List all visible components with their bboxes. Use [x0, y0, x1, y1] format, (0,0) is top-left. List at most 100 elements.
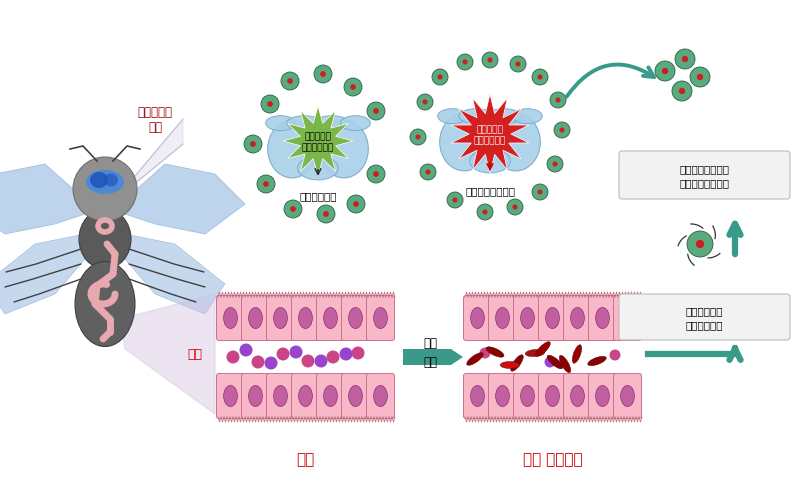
Circle shape: [555, 98, 561, 103]
Circle shape: [553, 162, 558, 167]
Ellipse shape: [314, 117, 350, 131]
FancyBboxPatch shape: [563, 374, 591, 419]
Circle shape: [347, 196, 365, 214]
Ellipse shape: [491, 114, 540, 172]
Circle shape: [373, 109, 379, 115]
Ellipse shape: [249, 308, 262, 329]
Circle shape: [510, 57, 526, 73]
FancyBboxPatch shape: [366, 296, 394, 341]
FancyBboxPatch shape: [217, 296, 245, 341]
Ellipse shape: [500, 362, 520, 369]
Circle shape: [545, 357, 555, 368]
Ellipse shape: [486, 109, 522, 124]
Ellipse shape: [224, 308, 238, 329]
Ellipse shape: [349, 386, 362, 407]
Circle shape: [559, 128, 565, 133]
Circle shape: [662, 69, 668, 75]
Ellipse shape: [324, 308, 338, 329]
Ellipse shape: [526, 350, 545, 357]
Ellipse shape: [79, 209, 131, 269]
Circle shape: [447, 193, 463, 208]
Circle shape: [482, 210, 487, 215]
Circle shape: [538, 75, 542, 81]
Ellipse shape: [570, 308, 584, 329]
Circle shape: [290, 207, 296, 212]
Circle shape: [265, 357, 278, 370]
Circle shape: [420, 164, 436, 181]
Circle shape: [350, 85, 356, 91]
Circle shape: [482, 53, 498, 69]
Circle shape: [250, 142, 256, 147]
Ellipse shape: [596, 386, 610, 407]
Circle shape: [655, 62, 675, 82]
Circle shape: [672, 82, 692, 102]
Circle shape: [326, 351, 339, 364]
Circle shape: [226, 351, 239, 364]
Polygon shape: [283, 107, 353, 177]
FancyBboxPatch shape: [242, 374, 270, 419]
Circle shape: [73, 158, 137, 222]
Ellipse shape: [572, 345, 582, 364]
FancyBboxPatch shape: [242, 296, 270, 341]
Polygon shape: [125, 235, 225, 314]
Circle shape: [267, 102, 273, 108]
FancyBboxPatch shape: [317, 374, 345, 419]
FancyBboxPatch shape: [619, 294, 790, 340]
Ellipse shape: [546, 308, 559, 329]
Polygon shape: [120, 294, 215, 414]
Circle shape: [696, 241, 704, 249]
Ellipse shape: [90, 173, 108, 189]
Ellipse shape: [298, 308, 312, 329]
Circle shape: [513, 205, 518, 210]
Ellipse shape: [513, 109, 542, 124]
Ellipse shape: [266, 117, 295, 131]
Circle shape: [417, 95, 433, 111]
Ellipse shape: [319, 121, 368, 179]
Polygon shape: [110, 120, 183, 204]
Circle shape: [462, 61, 467, 65]
Circle shape: [675, 50, 695, 70]
Ellipse shape: [510, 355, 523, 371]
Circle shape: [515, 62, 521, 67]
Ellipse shape: [547, 355, 563, 369]
FancyBboxPatch shape: [342, 296, 370, 341]
FancyBboxPatch shape: [463, 374, 491, 419]
Ellipse shape: [324, 386, 338, 407]
Circle shape: [532, 70, 548, 86]
Circle shape: [251, 356, 265, 369]
Circle shape: [477, 204, 493, 221]
Circle shape: [554, 123, 570, 139]
Circle shape: [538, 190, 542, 195]
Circle shape: [344, 79, 362, 97]
Ellipse shape: [374, 308, 387, 329]
FancyBboxPatch shape: [291, 296, 319, 341]
Ellipse shape: [521, 386, 534, 407]
Text: 阿茲海默痁
大腦: 阿茲海默痁 大腦: [138, 106, 173, 134]
Text: 腸道: 腸道: [187, 348, 202, 361]
FancyBboxPatch shape: [538, 374, 566, 419]
Circle shape: [690, 68, 710, 88]
Circle shape: [678, 89, 685, 95]
Circle shape: [351, 347, 365, 360]
Ellipse shape: [496, 308, 510, 329]
Ellipse shape: [596, 308, 610, 329]
Circle shape: [339, 348, 353, 361]
Text: 腸道 菌相失衡: 腸道 菌相失衡: [522, 451, 582, 467]
Text: 加劇神經細胞死亡: 加劇神經細胞死亡: [465, 185, 515, 196]
Text: 免疫血球細胞
移動能力上升: 免疫血球細胞 移動能力上升: [686, 305, 723, 329]
Ellipse shape: [86, 171, 124, 195]
Polygon shape: [0, 164, 90, 235]
Circle shape: [687, 231, 713, 258]
Ellipse shape: [521, 308, 534, 329]
Ellipse shape: [224, 386, 238, 407]
Circle shape: [239, 344, 253, 357]
FancyBboxPatch shape: [217, 374, 245, 419]
Ellipse shape: [470, 308, 484, 329]
FancyBboxPatch shape: [614, 296, 642, 341]
Circle shape: [532, 184, 548, 201]
FancyBboxPatch shape: [589, 296, 617, 341]
Circle shape: [682, 57, 688, 63]
FancyBboxPatch shape: [291, 374, 319, 419]
Polygon shape: [0, 235, 85, 314]
Ellipse shape: [374, 386, 387, 407]
